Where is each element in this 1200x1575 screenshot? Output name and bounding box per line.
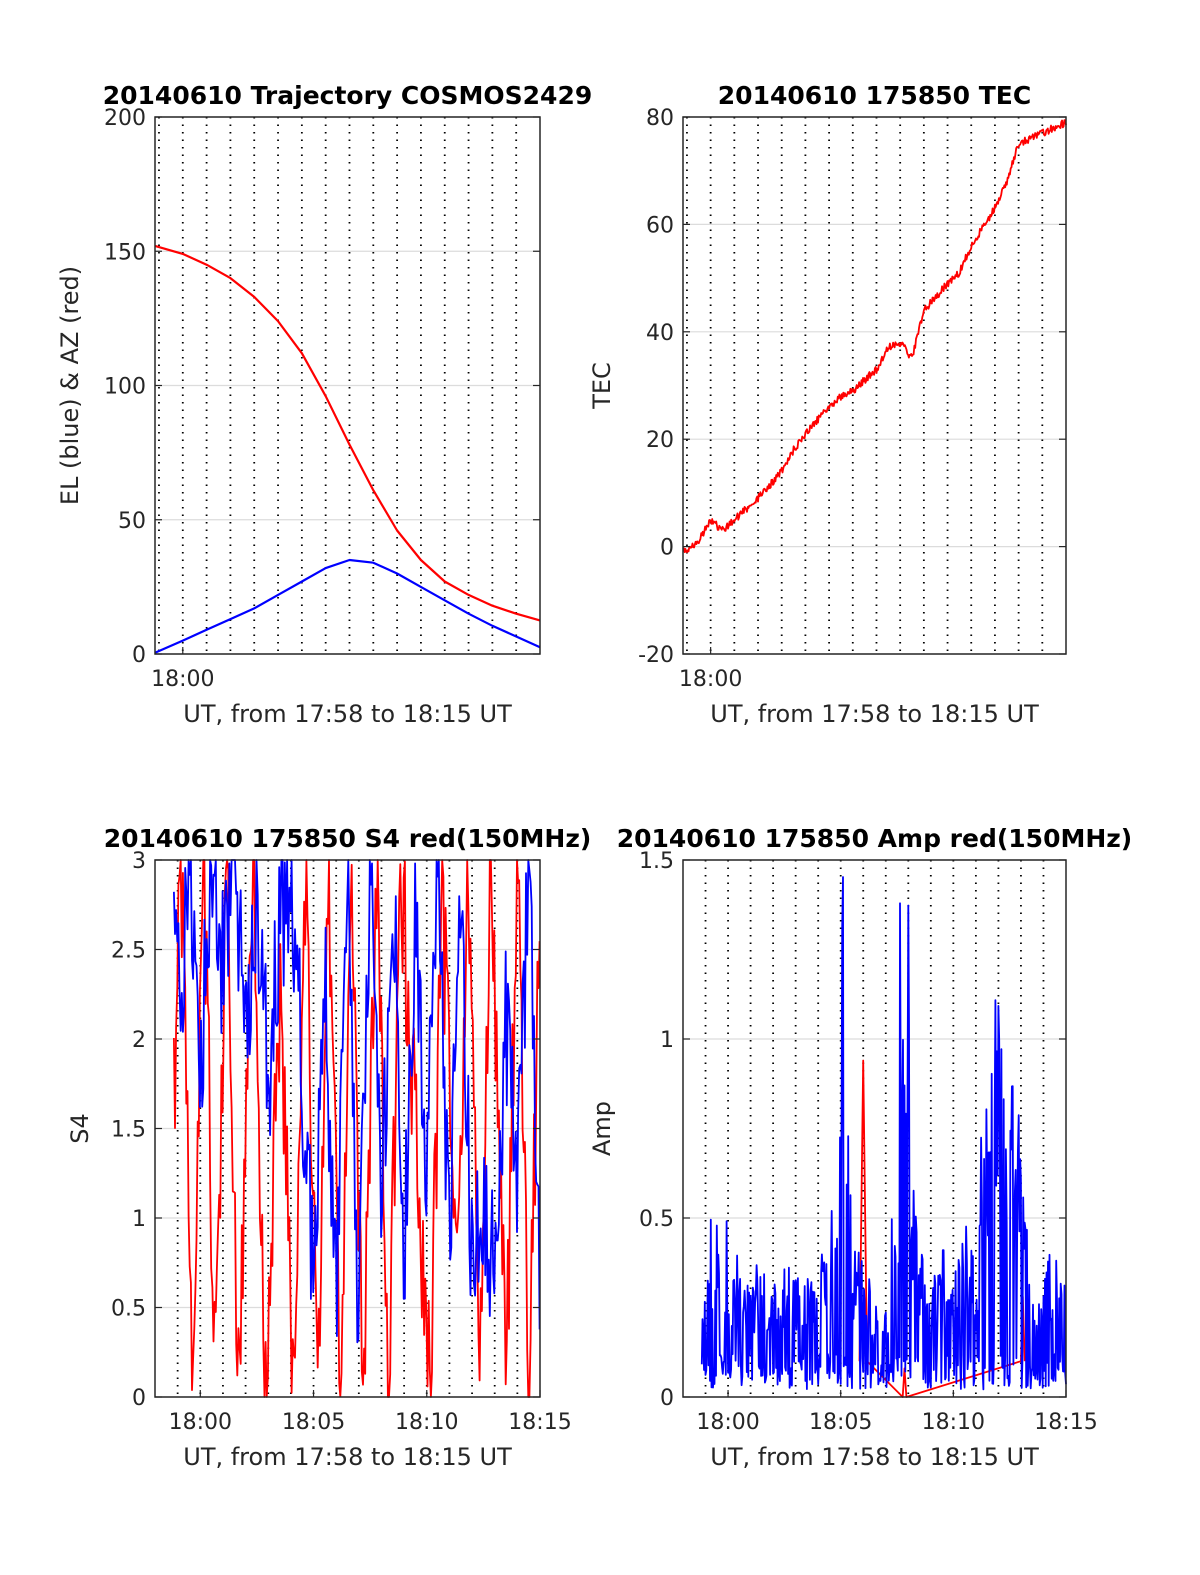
- y-tick-label: -20: [638, 643, 674, 668]
- y-tick-label: 0: [132, 1386, 146, 1411]
- x-tick-label: 18:15: [508, 1410, 571, 1435]
- x-tick-label: 18:00: [696, 1410, 759, 1435]
- x-tick-label: 18:00: [169, 1410, 232, 1435]
- x-tick-label: 18:00: [151, 667, 214, 692]
- chart-panel-3: 0 0.5 1 1.5 2 2.5 3 18:00 18:05 18:10 18:15 2014061…: [66, 824, 591, 1471]
- series-line-2: [700, 876, 1067, 1391]
- x-tick-label: 18:05: [809, 1410, 872, 1435]
- y-tick-label: 20: [646, 428, 674, 453]
- series-line-1: [154, 244, 541, 622]
- y-axis-label: S4: [66, 1113, 94, 1144]
- y-tick-label: 0: [660, 536, 674, 561]
- x-axis-label: UT, from 17:58 to 18:15 UT: [710, 700, 1039, 728]
- x-axis-label: UT, from 17:58 to 18:15 UT: [183, 700, 512, 728]
- y-axis-label: TEC: [588, 362, 616, 410]
- series-line-1: [173, 859, 541, 1398]
- y-tick-label: 0: [660, 1386, 674, 1411]
- chart-title: 20140610 Trajectory COSMOS2429: [103, 81, 593, 110]
- series-line-2: [154, 558, 541, 654]
- chart-panel-4: 0 0.5 1 1.5 18:00 18:05 18:10 18:15 20140610 175…: [588, 824, 1132, 1471]
- y-tick-label: 80: [646, 106, 674, 131]
- axes-box: [682, 116, 1067, 655]
- y-axis-label: Amp: [588, 1101, 616, 1156]
- y-tick-label: 0.5: [111, 1297, 146, 1322]
- y-tick-label: 3: [132, 849, 146, 874]
- series-line-1: [682, 119, 1067, 553]
- y-tick-label: 40: [646, 321, 674, 346]
- y-tick-label: 50: [118, 509, 146, 534]
- x-tick-label: 18:10: [395, 1410, 458, 1435]
- chart-title: 20140610 175850 TEC: [718, 81, 1031, 110]
- y-tick-label: 2.5: [111, 939, 146, 964]
- x-tick-label: 18:15: [1034, 1410, 1097, 1435]
- axes-box: [682, 859, 1067, 1398]
- chart-title: 20140610 175850 Amp red(150MHz): [617, 824, 1133, 853]
- y-tick-label: 1: [132, 1207, 146, 1232]
- y-tick-label: 100: [104, 375, 146, 400]
- y-tick-label: 0: [132, 643, 146, 668]
- y-tick-label: 1.5: [639, 849, 674, 874]
- y-axis-label: EL (blue) & AZ (red): [56, 266, 84, 505]
- y-tick-label: 2: [132, 1028, 146, 1053]
- x-tick-label: 18:00: [679, 667, 742, 692]
- x-tick-label: 18:05: [282, 1410, 345, 1435]
- x-tick-label: 18:10: [922, 1410, 985, 1435]
- chart-panel-2: -20 0 20 40 60 80 18:00 20140610 175850 TEC UT, …: [588, 81, 1067, 728]
- y-tick-label: 1: [660, 1028, 674, 1053]
- chart-panel-1: 0 50 100 150 200 18:00 20140610 Trajectory COS…: [56, 81, 592, 728]
- y-tick-label: 0.5: [639, 1207, 674, 1232]
- y-tick-label: 1.5: [111, 1118, 146, 1143]
- x-axis-label: UT, from 17:58 to 18:15 UT: [183, 1443, 512, 1471]
- chart-title: 20140610 175850 S4 red(150MHz): [104, 824, 592, 853]
- y-tick-label: 200: [104, 106, 146, 131]
- y-tick-label: 60: [646, 213, 674, 238]
- y-tick-label: 150: [104, 240, 146, 265]
- x-axis-label: UT, from 17:58 to 18:15 UT: [710, 1443, 1039, 1471]
